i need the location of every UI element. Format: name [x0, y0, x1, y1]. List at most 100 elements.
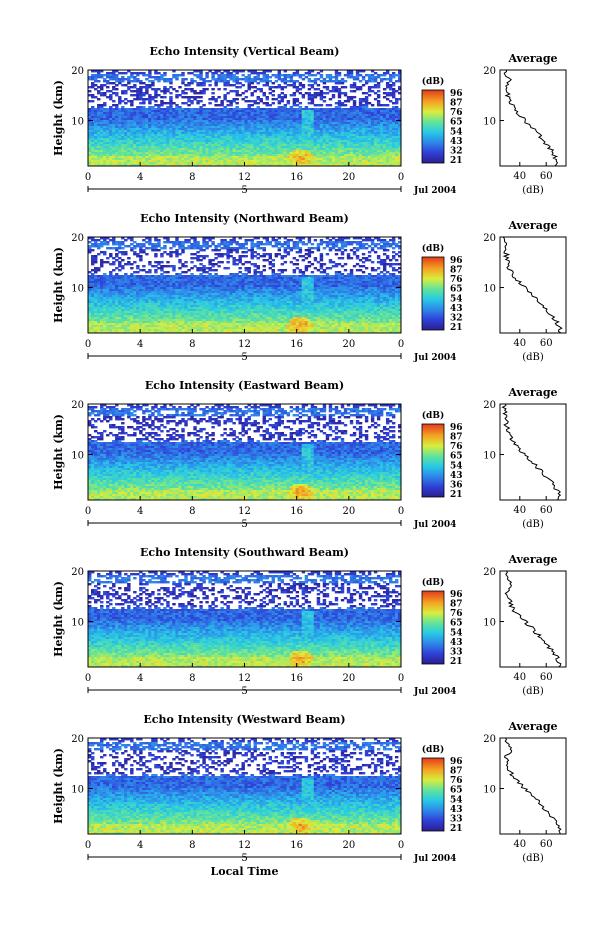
heatmap-cell	[391, 108, 396, 111]
heatmap-cell	[220, 116, 224, 119]
heatmap-cell	[349, 90, 354, 93]
heatmap-cell	[175, 96, 179, 99]
heatmap-cell	[184, 132, 188, 135]
heatmap-cell	[142, 110, 146, 113]
heatmap-cell	[166, 261, 170, 264]
heatmap-cell	[88, 122, 92, 125]
heatmap-cell	[391, 82, 396, 85]
heatmap-cell	[190, 118, 194, 121]
heatmap-cell	[169, 116, 173, 119]
heatmap-cell	[328, 108, 333, 111]
date-label: Jul 2004	[413, 186, 456, 196]
heatmap-cell	[262, 74, 266, 77]
heatmap-cell	[262, 126, 266, 129]
heatmap-cell	[193, 116, 197, 119]
heatmap-cell	[346, 96, 351, 99]
heatmap-cell	[286, 112, 291, 115]
heatmap-cell	[160, 104, 164, 107]
heatmap-cell	[301, 120, 306, 123]
heatmap-cell	[196, 132, 200, 135]
heatmap-cell	[127, 78, 131, 81]
heatmap-cell	[292, 122, 297, 125]
heatmap-cell	[226, 92, 230, 95]
heatmap-cell	[130, 267, 134, 270]
heatmap-cell	[259, 243, 263, 246]
heatmap-cell	[193, 98, 197, 101]
heatmap-cell	[280, 88, 285, 91]
heatmap-cell	[298, 110, 303, 113]
heatmap-cell	[244, 243, 248, 246]
heatmap-cell	[298, 76, 303, 79]
heatmap-cell	[199, 263, 203, 266]
heatmap-cell	[181, 74, 185, 77]
heatmap-cell	[286, 253, 291, 256]
heatmap-cell	[343, 130, 348, 133]
heatmap-cell	[214, 72, 218, 75]
heatmap-cell	[328, 267, 333, 270]
heatmap-cell	[202, 90, 206, 93]
heatmap-cell	[316, 122, 321, 125]
heatmap-cell	[154, 110, 158, 113]
heatmap-cell	[151, 128, 155, 131]
heatmap-cell	[220, 80, 224, 83]
heatmap-cell	[358, 128, 363, 131]
average-x-axis-label: (dB)	[522, 185, 544, 196]
heatmap-cell	[133, 116, 137, 119]
heatmap-cell	[157, 78, 161, 81]
heatmap-cell	[331, 114, 336, 117]
heatmap-cell	[151, 98, 155, 101]
heatmap-cell	[196, 110, 200, 113]
heatmap-cell	[178, 106, 182, 109]
heatmap-cell	[109, 263, 113, 266]
heatmap-cell	[274, 120, 279, 123]
heatmap-cell	[388, 80, 393, 83]
heatmap-cell	[367, 245, 372, 248]
heatmap-cell	[112, 247, 116, 250]
heatmap-cell	[217, 116, 221, 119]
heatmap-cell	[178, 112, 182, 115]
heatmap-cell	[259, 122, 263, 125]
heatmap-cell	[106, 76, 110, 79]
heatmap-cell	[109, 94, 113, 97]
heatmap-cell	[361, 120, 366, 123]
heatmap-cell	[220, 100, 224, 103]
heatmap-cell	[199, 114, 203, 117]
heatmap-cell	[151, 130, 155, 133]
heatmap-cell	[313, 94, 318, 97]
heatmap-cell	[394, 118, 399, 121]
heatmap-cell	[217, 122, 221, 125]
heatmap-cell	[346, 126, 351, 129]
heatmap-cell	[343, 80, 348, 83]
heatmap-cell	[379, 271, 384, 274]
heatmap-cell	[229, 122, 233, 125]
heatmap-cell	[289, 76, 294, 79]
heatmap-cell	[187, 104, 191, 107]
heatmap-cell	[136, 106, 140, 109]
heatmap-cell	[322, 271, 327, 274]
heatmap-cell	[220, 126, 224, 129]
heatmap-cell	[118, 98, 122, 101]
heatmap-cell	[265, 110, 269, 113]
heatmap-cell	[331, 86, 336, 89]
heatmap-cell	[361, 114, 366, 117]
heatmap-cell	[193, 257, 197, 260]
heatmap-cell	[358, 100, 363, 103]
heatmap-cell	[103, 110, 107, 113]
heatmap-cell	[175, 94, 179, 97]
heatmap-cell	[211, 114, 215, 117]
heatmap-cell	[229, 120, 233, 123]
heatmap-cell	[337, 124, 342, 127]
heatmap-cell	[106, 74, 110, 77]
heatmap-cell	[196, 130, 200, 133]
heatmap-cell	[397, 80, 402, 83]
heatmap-cell	[340, 86, 345, 89]
heatmap-cell	[91, 263, 95, 266]
heatmap-cell	[388, 76, 393, 79]
heatmap-cell	[94, 80, 98, 83]
heatmap-cell	[316, 92, 321, 95]
heatmap-cell	[385, 257, 390, 260]
heatmap-cell	[88, 114, 92, 117]
heatmap-cell	[232, 100, 236, 103]
heatmap-cell	[367, 128, 372, 131]
heatmap-cell	[265, 120, 269, 123]
